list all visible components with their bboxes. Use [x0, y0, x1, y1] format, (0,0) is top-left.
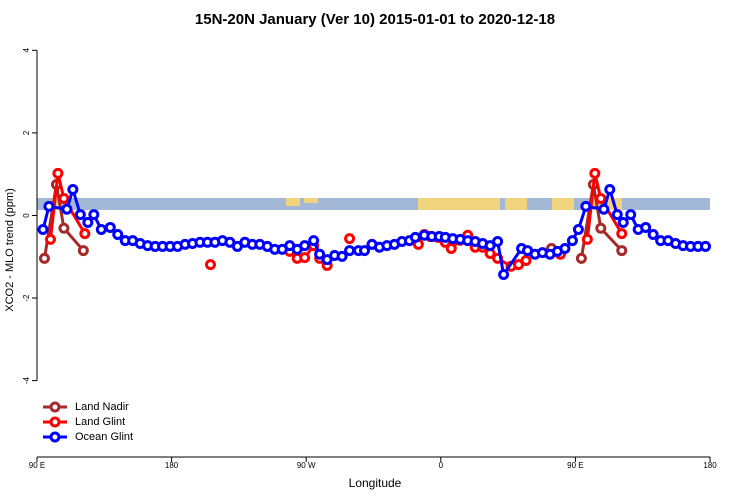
point [344, 245, 356, 257]
point [95, 224, 107, 236]
point [617, 216, 629, 228]
ocean-strip [37, 198, 710, 210]
y-axis-label: XCO2 - MLO trend (ppm) [4, 188, 16, 311]
point [700, 240, 712, 252]
point [580, 200, 592, 212]
x-tick-label: 90 E [567, 461, 583, 470]
x-tick-label: 180 [165, 461, 179, 470]
point [344, 233, 356, 245]
point [67, 183, 79, 195]
land-patch [286, 198, 300, 206]
x-tick-label: 180 [703, 461, 717, 470]
point [37, 224, 49, 236]
point [498, 269, 510, 281]
point [625, 209, 637, 221]
point [616, 228, 628, 240]
point [58, 193, 70, 205]
x-tick-label: 0 [439, 461, 444, 470]
point [38, 252, 50, 264]
point [308, 235, 320, 247]
x-tick-label: 90 W [297, 461, 316, 470]
series-line [42, 184, 623, 259]
point [409, 231, 421, 243]
y-tick-label: 0 [22, 213, 31, 218]
point [640, 221, 652, 233]
x-axis-label: Longitude [349, 476, 402, 490]
chart-title: 15N-20N January (Ver 10) 2015-01-01 to 2… [195, 11, 555, 28]
point [82, 216, 94, 228]
point [359, 245, 371, 257]
x-tick-label: 90 E [29, 461, 45, 470]
point [58, 222, 70, 234]
y-tick-label: 2 [22, 130, 31, 135]
point [611, 209, 623, 221]
point [566, 235, 578, 247]
land-patch [52, 198, 62, 210]
point [445, 243, 457, 254]
land-patch [505, 198, 527, 210]
legend-label: Land Glint [75, 416, 125, 428]
point [616, 245, 628, 257]
point [77, 245, 89, 257]
legend-label: Land Nadir [75, 401, 129, 413]
point [79, 228, 91, 240]
legend-marker [49, 431, 61, 443]
point [336, 250, 348, 262]
series [38, 179, 628, 264]
point [52, 167, 64, 179]
land-patch [304, 198, 318, 203]
y-tick-label: 4 [22, 48, 31, 53]
point [88, 209, 100, 221]
point [44, 233, 56, 245]
point [43, 200, 55, 212]
point [314, 248, 326, 260]
point [204, 259, 216, 271]
y-tick-label: -4 [22, 377, 31, 385]
point [581, 233, 593, 245]
point [104, 221, 116, 233]
y-tick-label: -2 [22, 294, 31, 302]
point [520, 254, 532, 266]
point [598, 203, 610, 215]
legend: Land Nadir Land Glint Ocean Glint [43, 401, 133, 443]
land-patch [418, 198, 500, 210]
point [604, 183, 616, 195]
point [299, 252, 311, 264]
point [595, 222, 607, 234]
point [559, 243, 571, 254]
point [299, 240, 311, 252]
land-patch [552, 198, 574, 210]
legend-marker [49, 401, 61, 413]
series [37, 183, 712, 281]
point [572, 224, 584, 236]
point [61, 203, 73, 215]
point [595, 193, 607, 205]
point [647, 228, 659, 240]
point [492, 235, 504, 247]
point [74, 209, 86, 221]
point [112, 228, 124, 240]
point [575, 252, 587, 264]
legend-marker [49, 416, 61, 428]
series-line [48, 173, 624, 268]
point [589, 167, 601, 179]
legend-label: Ocean Glint [75, 431, 133, 443]
